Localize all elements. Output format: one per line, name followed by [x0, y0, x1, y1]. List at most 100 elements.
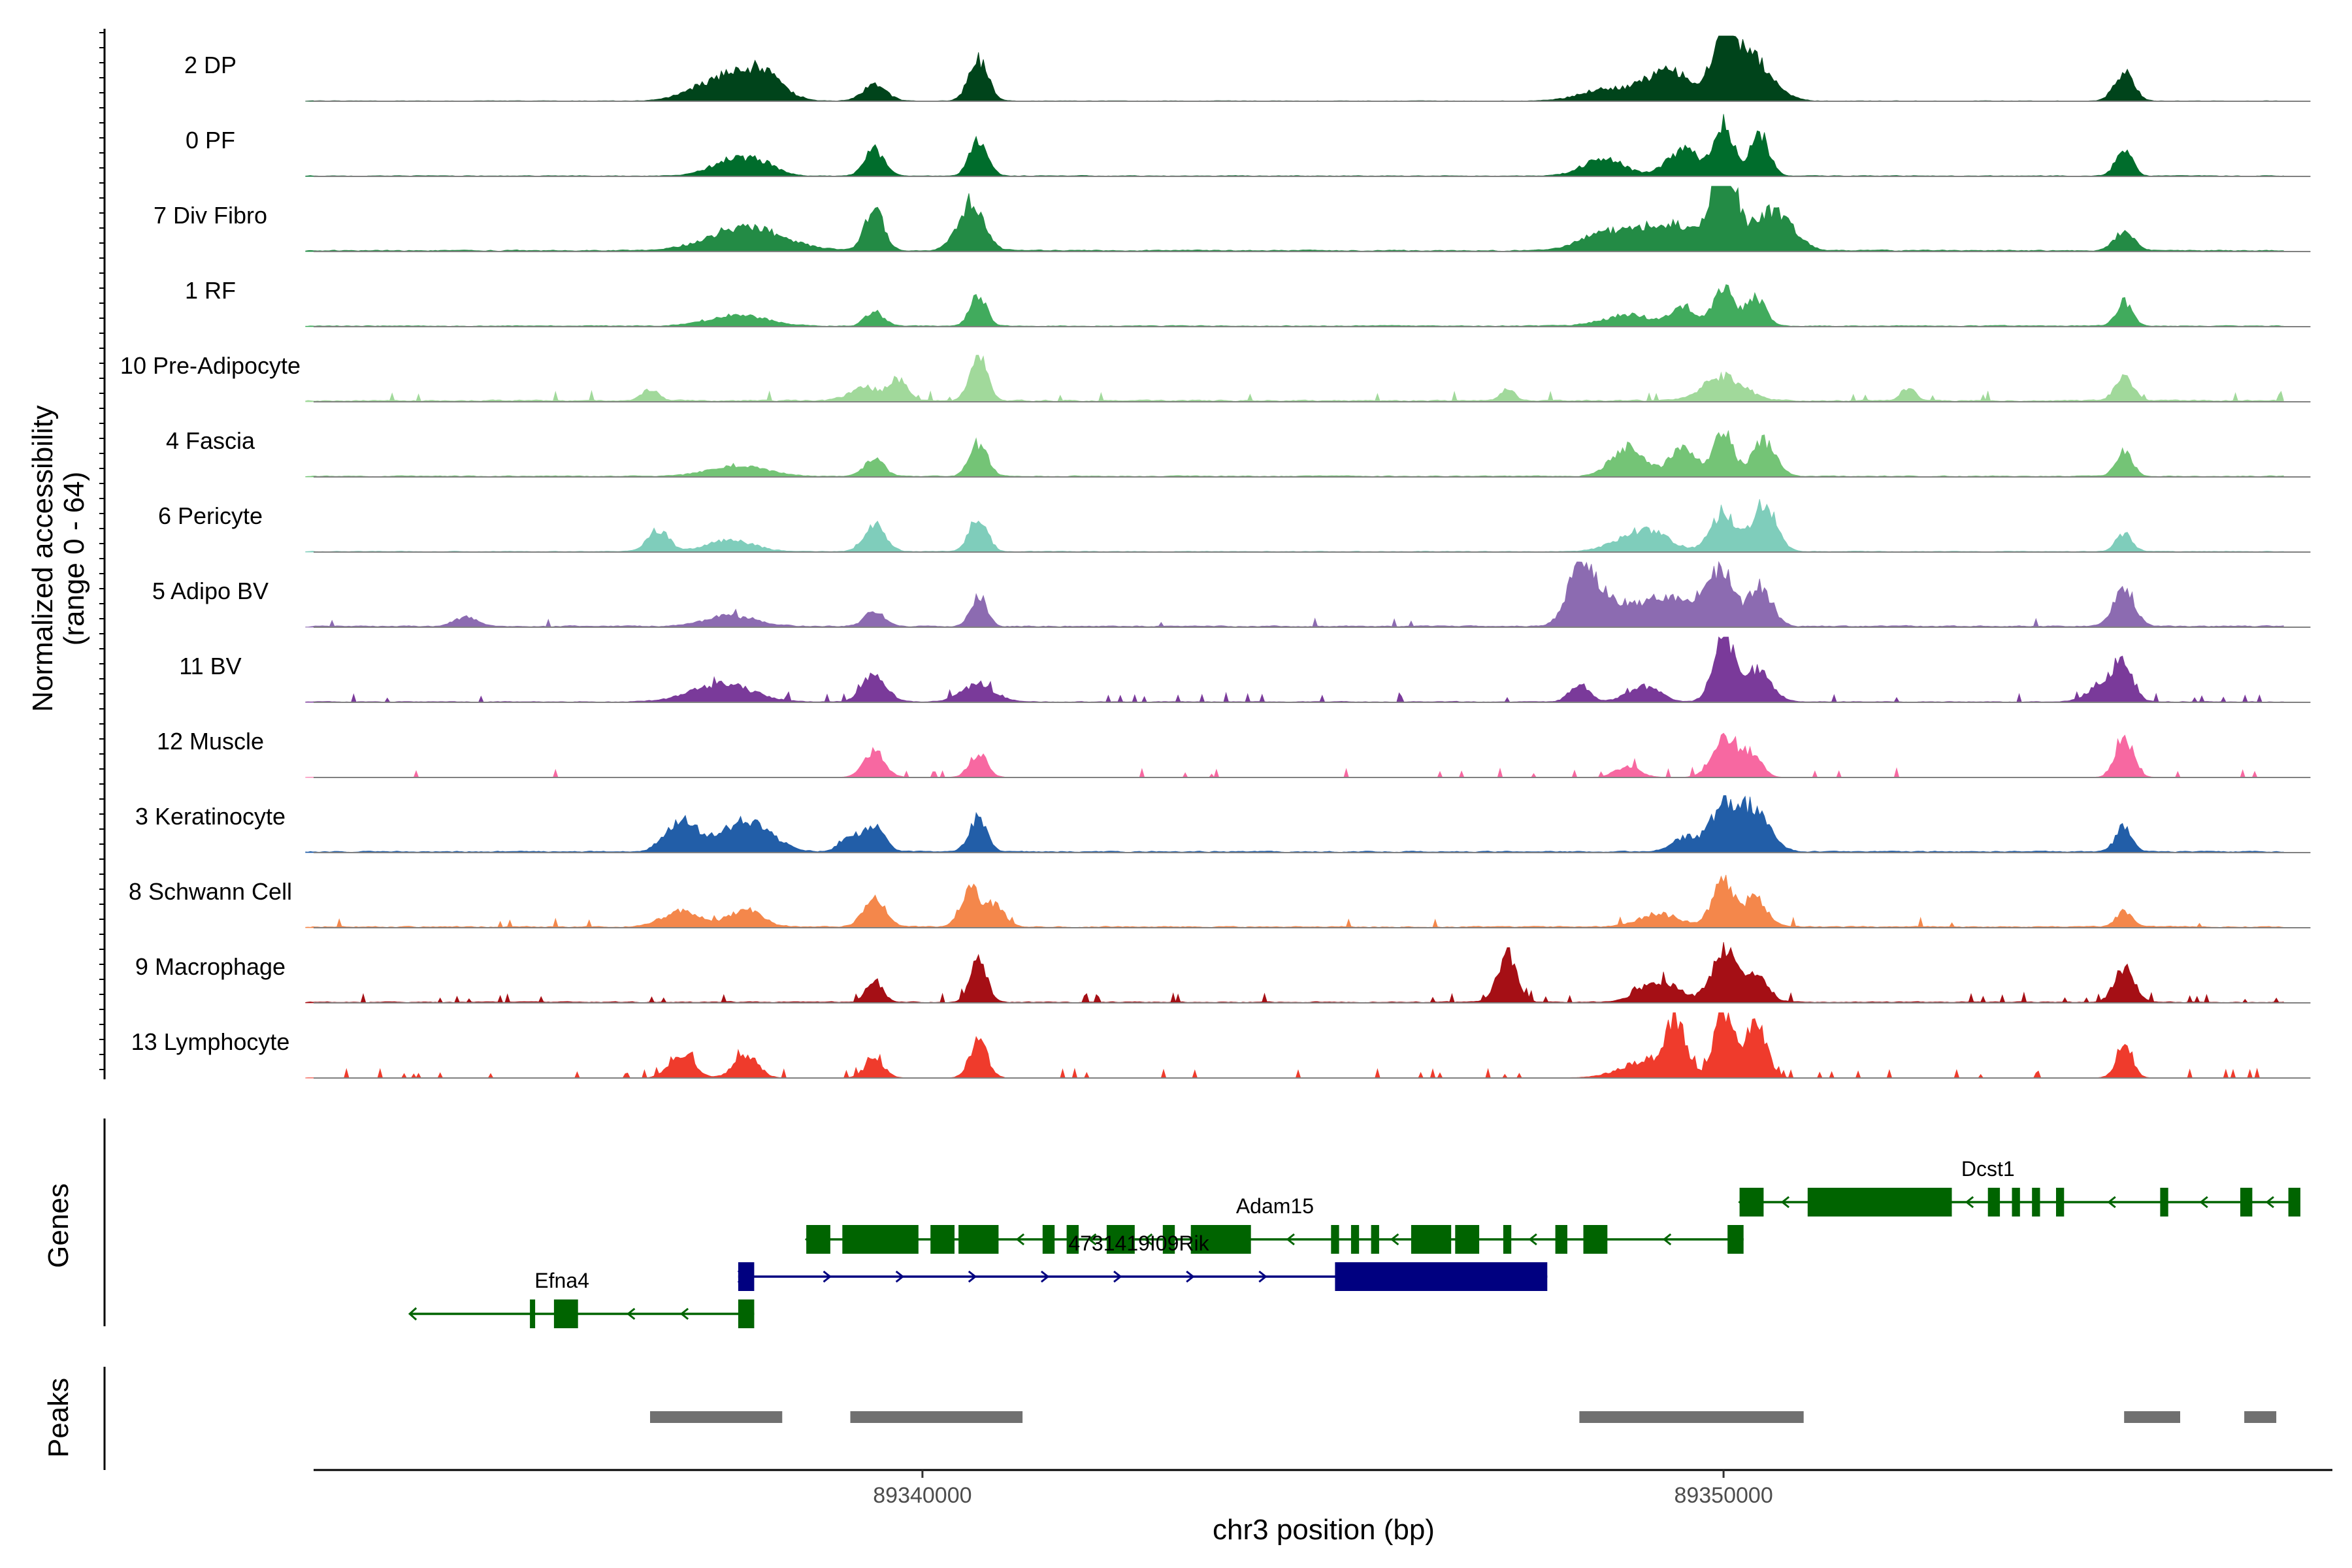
- gene-exon: [1739, 1188, 1764, 1217]
- gene-exon: [738, 1262, 755, 1291]
- gene-exon: [1331, 1225, 1339, 1254]
- track-label: 2 DP: [184, 52, 237, 78]
- gene-label: Efna4: [534, 1269, 589, 1292]
- strand-chevron-icon: [1965, 1196, 1974, 1209]
- peak-region: [1579, 1411, 1804, 1423]
- coverage-area: [305, 636, 2284, 703]
- gene-exon: [1066, 1225, 1079, 1254]
- gene-exon: [1350, 1225, 1360, 1254]
- gene-exon: [530, 1299, 536, 1328]
- strand-chevron-icon: [1390, 1233, 1399, 1246]
- gene-exon: [1455, 1225, 1480, 1254]
- coverage-area: [305, 874, 2284, 928]
- peaks-panel-label: Peaks: [42, 1378, 74, 1458]
- gene: Efna4: [408, 1269, 755, 1328]
- coverage-area: [305, 1012, 2284, 1079]
- gene-exon: [1583, 1225, 1608, 1254]
- strand-chevron-icon: [1528, 1233, 1537, 1246]
- track: 0 PF: [186, 114, 2311, 177]
- gene-exon: [930, 1225, 955, 1254]
- gene-exon: [1371, 1225, 1379, 1254]
- strand-chevron-icon: [626, 1307, 636, 1320]
- track: 4 Fascia: [166, 427, 2311, 478]
- gene-exon: [806, 1225, 830, 1254]
- track: 10 Pre-Adipocyte: [120, 352, 2311, 402]
- strand-chevron-icon: [823, 1270, 832, 1283]
- strand-chevron-icon: [2107, 1196, 2116, 1209]
- gene-exon: [1727, 1225, 1744, 1254]
- coverage-area: [305, 284, 2284, 327]
- track-label: 10 Pre-Adipocyte: [120, 352, 301, 379]
- coverage-area: [305, 498, 2284, 553]
- y-axis-title-range: (range 0 - 64): [58, 472, 90, 646]
- coverage-area: [305, 355, 2284, 402]
- track: 11 BV: [179, 636, 2311, 703]
- y-axis: [99, 29, 106, 1079]
- coverage-area: [305, 795, 2284, 853]
- track: 8 Schwann Cell: [129, 874, 2311, 928]
- track: 7 Div Fibro: [154, 186, 2311, 252]
- x-axis-title: chr3 position (bp): [1213, 1514, 1435, 1546]
- strand-chevron-icon: [1088, 1233, 1097, 1246]
- gene-exon: [2240, 1188, 2253, 1217]
- track-label: 12 Muscle: [157, 728, 264, 755]
- x-tick-label: 89350000: [1674, 1483, 1772, 1508]
- track: 9 Macrophage: [135, 941, 2311, 1004]
- strand-chevron-icon: [1040, 1270, 1050, 1283]
- y-axis-title: Normalized accessibility: [27, 405, 59, 711]
- gene-exon: [2160, 1188, 2168, 1217]
- gene-exon: [1042, 1225, 1055, 1254]
- strand-chevron-icon: [968, 1270, 977, 1283]
- gene-label: 4731419I09Rik: [1068, 1232, 1209, 1255]
- strand-chevron-icon: [1143, 1233, 1153, 1246]
- peak-region: [850, 1411, 1023, 1423]
- peaks-panel: [103, 1367, 2277, 1470]
- track-label: 11 BV: [179, 653, 241, 679]
- strand-chevron-icon: [679, 1307, 689, 1320]
- gene-label: Adam15: [1236, 1194, 1314, 1218]
- gene-label: Dcst1: [1961, 1157, 2015, 1181]
- coverage-area: [305, 35, 2284, 102]
- track-label: 9 Macrophage: [135, 953, 286, 980]
- strand-arrow-icon: [408, 1307, 417, 1321]
- gene-exon: [1106, 1225, 1135, 1254]
- gene-exon: [738, 1299, 755, 1328]
- strand-chevron-icon: [2199, 1196, 2208, 1209]
- gene-exon: [1807, 1188, 1952, 1217]
- gene-exon: [1555, 1225, 1567, 1254]
- track: 3 Keratinocyte: [135, 795, 2311, 853]
- track-label: 6 Pericyte: [158, 502, 263, 529]
- x-axis: 89340000 89350000: [314, 1469, 2332, 1508]
- gene: 4731419I09Rik: [737, 1232, 1548, 1291]
- strand-chevron-icon: [1186, 1270, 1195, 1283]
- gene-exon: [1503, 1225, 1512, 1254]
- strand-chevron-icon: [1113, 1270, 1122, 1283]
- genes-panel-label: Genes: [42, 1183, 74, 1268]
- track-label: 5 Adipo BV: [152, 578, 269, 604]
- track: 2 DP: [184, 35, 2311, 102]
- track: 5 Adipo BV: [152, 561, 2311, 628]
- strand-chevron-icon: [2265, 1196, 2274, 1209]
- gene: Dcst1: [1738, 1157, 2300, 1217]
- gene-exon: [1190, 1225, 1251, 1254]
- track-label: 13 Lymphocyte: [131, 1028, 290, 1055]
- gene-exon: [1987, 1188, 2001, 1217]
- strand-chevron-icon: [1258, 1270, 1267, 1283]
- gene: Adam15: [804, 1194, 1744, 1254]
- track: 12 Muscle: [157, 728, 2311, 778]
- gene-exon: [1411, 1225, 1452, 1254]
- track: 13 Lymphocyte: [131, 1012, 2311, 1079]
- gene-exon: [2288, 1188, 2300, 1217]
- coverage-area: [305, 186, 2284, 252]
- track: 1 RF: [185, 277, 2311, 327]
- x-tick-label: 89340000: [873, 1483, 972, 1508]
- coverage-area: [305, 732, 2284, 778]
- track-label: 3 Keratinocyte: [135, 803, 286, 830]
- track-label: 1 RF: [185, 277, 236, 304]
- coverage-area: [305, 430, 2284, 478]
- strand-chevron-icon: [1286, 1233, 1295, 1246]
- gene-exon: [2056, 1188, 2065, 1217]
- track: 6 Pericyte: [158, 498, 2311, 553]
- gene-exon: [842, 1225, 919, 1254]
